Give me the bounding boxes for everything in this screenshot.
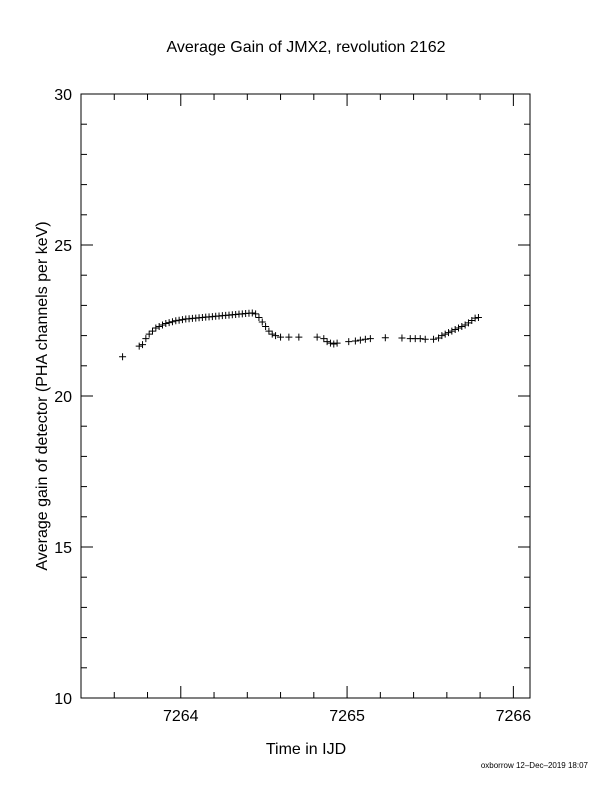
footer-credit: oxborrow 12–Dec–2019 18:07	[481, 761, 589, 770]
x-axis-label: Time in IJD	[266, 741, 346, 758]
data-point	[448, 327, 456, 335]
chart-title: Average Gain of JMX2, revolution 2162	[167, 39, 446, 56]
data-point	[265, 327, 273, 335]
data-point	[366, 335, 374, 343]
data-point	[441, 330, 449, 338]
data-point	[351, 337, 359, 345]
data-point	[155, 323, 163, 331]
data-point	[158, 321, 166, 329]
data-point	[272, 332, 280, 340]
data-point	[361, 335, 369, 343]
y-tick-label: 15	[54, 540, 72, 557]
data-point	[178, 316, 186, 324]
data-point	[454, 324, 462, 332]
data-point	[262, 323, 270, 331]
data-point	[438, 332, 446, 340]
plot-frame	[80, 93, 531, 699]
data-point	[333, 339, 341, 347]
data-point	[416, 335, 424, 343]
data-point	[295, 333, 303, 341]
data-point	[471, 314, 479, 322]
x-tick-labels: 7264 7265 7266	[163, 708, 531, 725]
data-point	[165, 319, 173, 327]
data-points	[119, 309, 482, 361]
data-point	[277, 333, 285, 341]
data-point	[135, 342, 143, 350]
data-point	[162, 320, 170, 328]
data-point	[285, 333, 293, 341]
y-tick-label: 30	[54, 87, 72, 104]
data-point	[430, 335, 438, 343]
data-point	[323, 338, 331, 346]
data-point	[248, 309, 256, 317]
data-point	[252, 310, 260, 318]
data-point	[313, 333, 321, 341]
data-point	[258, 318, 266, 326]
data-point	[451, 326, 459, 334]
data-point	[149, 327, 157, 335]
data-point	[172, 317, 180, 325]
data-point	[268, 330, 276, 338]
data-point	[458, 323, 466, 331]
y-axis-label: Average gain of detector (PHA channels p…	[34, 221, 51, 570]
y-tick-label: 20	[54, 389, 72, 406]
x-ticks	[80, 94, 514, 698]
data-point	[255, 313, 263, 321]
data-point	[119, 353, 127, 361]
x-tick-label: 7264	[163, 708, 199, 725]
data-point	[152, 324, 160, 332]
x-tick-label: 7266	[496, 708, 532, 725]
data-point	[139, 341, 147, 349]
data-point	[145, 330, 153, 338]
y-tick-labels: 10 15 20 25 30	[54, 87, 72, 708]
data-point	[330, 340, 338, 348]
x-tick-label: 7265	[329, 708, 365, 725]
y-tick-label: 25	[54, 238, 72, 255]
data-point	[326, 339, 334, 347]
data-point	[398, 334, 406, 342]
data-point	[168, 318, 176, 326]
data-point	[421, 335, 429, 343]
data-point	[381, 334, 389, 342]
data-point	[356, 336, 364, 344]
data-point	[320, 335, 328, 343]
y-tick-label: 10	[54, 691, 72, 708]
data-point	[142, 335, 150, 343]
data-point	[175, 316, 183, 324]
data-point	[445, 329, 453, 337]
y-ticks	[81, 93, 530, 699]
data-point	[345, 338, 353, 346]
data-point	[474, 313, 482, 321]
